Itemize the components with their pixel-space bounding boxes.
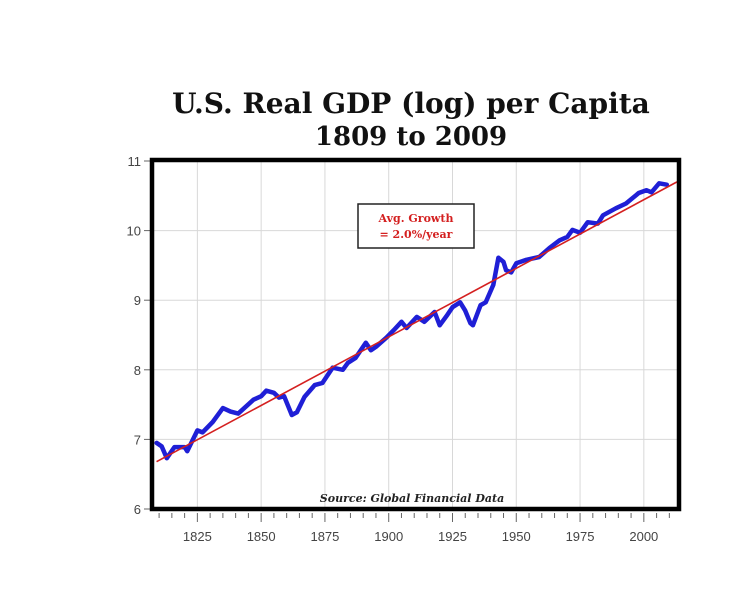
x-tick-label: 1825	[183, 529, 212, 544]
trend-line	[156, 181, 678, 463]
annotation-line-2: = 2.0%/year	[380, 228, 453, 241]
chart-subtitle: 1809 to 2009	[315, 122, 507, 152]
y-tick-label: 10	[127, 224, 141, 239]
x-tick-label: 1950	[502, 529, 531, 544]
y-tick-label: 7	[134, 432, 141, 447]
y-tick-label: 11	[128, 154, 142, 169]
y-tick-label: 6	[134, 502, 141, 517]
annotation-line-1: Avg. Growth	[378, 212, 454, 225]
x-tick-label: 1975	[566, 529, 595, 544]
x-tick-label: 2000	[629, 529, 658, 544]
x-axis: 1825 1850 1875 1900 1925 1950 1975 2000	[158, 513, 670, 544]
series-layer	[154, 181, 678, 463]
x-tick-label: 1850	[247, 529, 276, 544]
y-axis: 6 7 8 9 10 11	[127, 154, 150, 517]
plot-frame	[149, 157, 682, 512]
x-tick-label: 1925	[438, 529, 467, 544]
y-tick-label: 9	[134, 293, 141, 308]
annotation-box: Avg. Growth = 2.0%/year	[357, 203, 475, 249]
x-tick-label: 1900	[374, 529, 403, 544]
x-tick-label: 1875	[310, 529, 339, 544]
y-tick-label: 8	[134, 363, 141, 378]
chart-title: U.S. Real GDP (log) per Capita	[172, 87, 650, 120]
source-note: Source: Global Financial Data	[320, 492, 504, 505]
gdp-series-line	[154, 181, 670, 461]
